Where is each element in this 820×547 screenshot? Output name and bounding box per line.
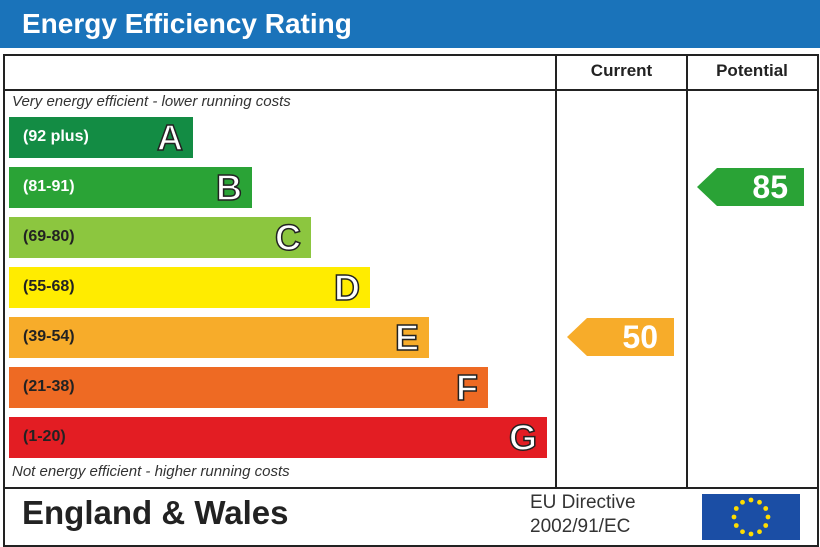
band-letter: A — [156, 116, 184, 159]
rating-frame — [3, 54, 819, 547]
current-rating-arrow: 50 — [567, 318, 674, 356]
band-bar-d: (55-68) D — [9, 266, 370, 309]
top-note: Very energy efficient - lower running co… — [12, 93, 291, 110]
band-bar-f: (21-38) F — [9, 366, 488, 409]
star-icon — [740, 529, 745, 535]
band-letter: G — [508, 416, 538, 459]
region-label: England & Wales — [22, 494, 289, 531]
band-range: (1-20) — [23, 428, 66, 445]
star-icon — [765, 514, 771, 520]
band-bar-g: (1-20) G — [9, 416, 547, 459]
band-bar-c: (69-80) C — [9, 216, 311, 259]
star-icon — [763, 506, 769, 511]
band-range: (92 plus) — [23, 128, 89, 145]
current-column-header: Current — [590, 61, 653, 80]
potential-column-header: Potential — [716, 61, 788, 80]
divider — [686, 54, 688, 489]
potential-rating-arrow: 85 — [697, 168, 804, 206]
directive-line1: EU Directive — [530, 492, 636, 513]
star-icon — [733, 506, 739, 511]
band-letter: D — [333, 266, 361, 309]
divider — [3, 89, 818, 91]
star-icon — [748, 531, 754, 537]
divider — [3, 487, 818, 489]
eu-flag-icon — [702, 494, 800, 540]
band-bar-b: (81-91) B — [9, 166, 252, 209]
directive-line2: 2002/91/EC — [530, 516, 631, 537]
chart-title: Energy Efficiency Rating — [22, 8, 352, 39]
star-icon — [740, 499, 745, 505]
band-bar-e: (39-54) E — [9, 316, 429, 359]
potential-rating-arrow-value: 85 — [752, 169, 788, 205]
band-range: (81-91) — [23, 178, 75, 195]
band-bar-a: (92 plus) A — [9, 116, 193, 159]
band-letter: C — [274, 216, 302, 259]
divider — [555, 54, 557, 489]
bottom-note: Not energy efficient - higher running co… — [12, 463, 290, 480]
star-icon — [733, 523, 739, 528]
band-letter: F — [455, 366, 479, 409]
band-range: (55-68) — [23, 278, 75, 295]
star-icon — [763, 523, 769, 528]
star-icon — [757, 499, 762, 505]
band-range: (21-38) — [23, 378, 75, 395]
current-rating-arrow-value: 50 — [622, 319, 658, 355]
band-range: (39-54) — [23, 328, 75, 345]
band-letter: E — [394, 316, 420, 359]
band-letter: B — [215, 166, 243, 209]
star-icon — [748, 497, 754, 503]
star-icon — [731, 514, 737, 520]
band-range: (69-80) — [23, 228, 75, 245]
header-bar: Energy Efficiency Rating — [0, 0, 820, 48]
star-icon — [757, 529, 762, 535]
